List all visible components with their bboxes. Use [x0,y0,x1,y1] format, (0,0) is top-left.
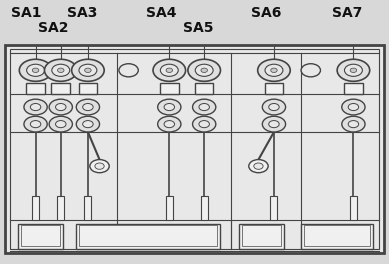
Circle shape [342,99,365,115]
Circle shape [79,64,97,76]
Circle shape [262,116,286,132]
Circle shape [342,116,365,132]
Text: SA3: SA3 [67,6,97,20]
Circle shape [249,159,268,173]
Bar [76,224,220,249]
Bar [79,225,217,246]
Circle shape [350,68,357,73]
Bar [265,83,283,94]
Circle shape [30,103,41,111]
Circle shape [258,59,290,81]
Bar [11,49,378,249]
Circle shape [56,103,66,111]
Circle shape [271,68,277,73]
Circle shape [269,103,279,111]
Circle shape [49,99,72,115]
Circle shape [164,103,175,111]
Bar [26,83,45,94]
Circle shape [164,121,175,128]
Text: SA6: SA6 [251,6,281,20]
Circle shape [188,59,221,81]
Bar [344,83,363,94]
Bar [18,224,63,249]
Bar [301,224,373,249]
Text: SA4: SA4 [146,6,177,20]
Bar [270,196,277,220]
Bar [304,225,370,246]
Circle shape [301,64,321,77]
Circle shape [158,116,181,132]
Circle shape [76,116,100,132]
Circle shape [52,64,70,76]
Circle shape [26,64,44,76]
Text: SA7: SA7 [333,6,363,20]
Circle shape [90,159,109,173]
Circle shape [193,116,216,132]
Circle shape [348,103,359,111]
Circle shape [49,116,72,132]
Circle shape [199,121,209,128]
Bar [166,196,173,220]
Circle shape [19,59,52,81]
Bar [5,45,384,253]
Bar [350,196,357,220]
Circle shape [254,163,263,169]
Circle shape [85,68,91,73]
Circle shape [72,59,104,81]
Circle shape [44,59,77,81]
Circle shape [345,64,363,76]
Text: SA1: SA1 [11,6,41,20]
Circle shape [76,99,100,115]
Circle shape [32,68,39,73]
Circle shape [24,116,47,132]
Circle shape [58,68,64,73]
Circle shape [158,99,181,115]
Bar [195,83,214,94]
Circle shape [83,103,93,111]
Text: SA5: SA5 [183,21,214,35]
Bar [21,225,60,246]
Circle shape [95,163,104,169]
Circle shape [201,68,207,73]
Circle shape [30,121,41,128]
Circle shape [262,99,286,115]
Bar [57,196,64,220]
Circle shape [119,64,138,77]
Bar [51,83,70,94]
Circle shape [83,121,93,128]
Bar [242,225,280,246]
Circle shape [166,68,173,73]
Bar [79,83,97,94]
Bar [201,196,208,220]
Text: SA2: SA2 [38,21,68,35]
Circle shape [195,64,213,76]
Bar [32,196,39,220]
Circle shape [153,59,186,81]
Circle shape [265,64,283,76]
Circle shape [199,103,209,111]
Circle shape [24,99,47,115]
Bar [160,83,179,94]
Circle shape [337,59,370,81]
Bar [84,196,91,220]
Circle shape [56,121,66,128]
Bar [239,224,284,249]
Circle shape [269,121,279,128]
Circle shape [193,99,216,115]
Circle shape [348,121,359,128]
Circle shape [160,64,178,76]
